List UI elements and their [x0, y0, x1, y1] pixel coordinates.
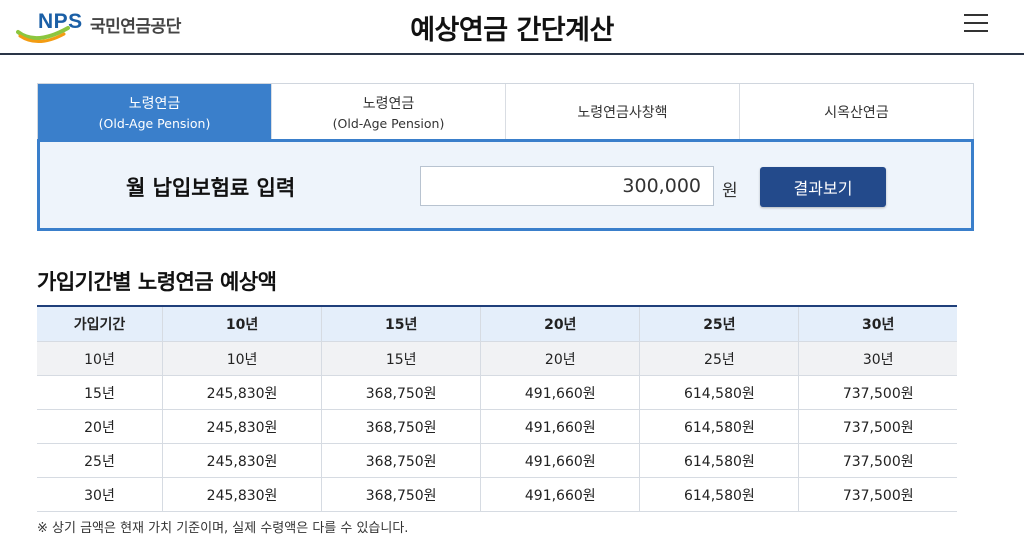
table-row: 25년 245,830원 368,750원 491,660원 614,580원 … [37, 443, 957, 478]
tab-old-age-pension-2[interactable]: 노령연금 (Old-Age Pension) [272, 84, 506, 139]
app-header: NPS 국민연금공단 예상연금 간단계산 [0, 0, 1024, 55]
table-cell: 368,750원 [321, 443, 482, 478]
table-cell: 614,580원 [639, 443, 800, 478]
table-cell: 368,750원 [321, 409, 482, 444]
column-header: 15년 [321, 306, 482, 342]
column-header: 가입기간 [37, 306, 163, 342]
footnote: ※ 상기 금액은 현재 가치 기준이며, 실제 수령액은 다를 수 있습니다. [37, 521, 409, 536]
column-header: 10년 [162, 306, 323, 342]
pension-tabs: 노령연금 (Old-Age Pension) 노령연금 (Old-Age Pen… [37, 83, 974, 139]
table-cell: 15년 [37, 375, 163, 410]
table-cell: 737,500원 [798, 409, 957, 444]
table-cell: 491,660원 [480, 375, 641, 410]
logo-text: NPS [38, 10, 83, 33]
table-cell: 30년 [798, 341, 957, 376]
column-header: 20년 [480, 306, 641, 342]
logo-swoosh-icon [16, 26, 70, 43]
premium-input-panel: 월 납입보험료 입력 원 결과보기 [37, 139, 974, 231]
column-header: 25년 [639, 306, 800, 342]
table-cell: 368,750원 [321, 375, 482, 410]
table-cell: 25년 [639, 341, 800, 376]
table-cell: 737,500원 [798, 443, 957, 478]
view-result-button[interactable]: 결과보기 [760, 167, 886, 207]
table-cell: 245,830원 [162, 477, 323, 512]
section-title: 가입기간별 노령연금 예상액 [37, 270, 277, 294]
table-row: 30년 245,830원 368,750원 491,660원 614,580원 … [37, 477, 957, 512]
table-cell: 10년 [162, 341, 323, 376]
table-cell: 491,660원 [480, 443, 641, 478]
tab-sublabel: (Old-Age Pension) [332, 115, 445, 131]
tab-old-age-pension-3[interactable]: 노령연금사창핵 [506, 84, 740, 139]
table-cell: 15년 [321, 341, 482, 376]
currency-unit: 원 [722, 181, 738, 201]
table-cell: 245,830원 [162, 375, 323, 410]
table-cell: 737,500원 [798, 477, 957, 512]
table-cell: 30년 [37, 477, 163, 512]
table-cell: 614,580원 [639, 375, 800, 410]
table-row: 20년 245,830원 368,750원 491,660원 614,580원 … [37, 409, 957, 444]
premium-input-label: 월 납입보험료 입력 [126, 176, 296, 200]
table-cell: 245,830원 [162, 443, 323, 478]
org-name: 국민연금공단 [90, 17, 181, 37]
table-cell: 614,580원 [639, 409, 800, 444]
table-cell: 10년 [37, 341, 163, 376]
table-row: 15년 245,830원 368,750원 491,660원 614,580원 … [37, 375, 957, 410]
table-cell: 614,580원 [639, 477, 800, 512]
table-subheader-row: 10년 10년 15년 20년 25년 30년 [37, 341, 957, 376]
hamburger-menu-icon[interactable] [964, 14, 988, 34]
table-cell: 20년 [37, 409, 163, 444]
pension-estimate-table: 가입기간 10년 15년 20년 25년 30년 10년 10년 15년 20년… [37, 305, 957, 512]
tab-sublabel: (Old-Age Pension) [98, 115, 211, 131]
nps-logo[interactable]: NPS 국민연금공단 [16, 6, 216, 46]
table-cell: 491,660원 [480, 477, 641, 512]
table-header-row: 가입기간 10년 15년 20년 25년 30년 [37, 306, 957, 342]
table-cell: 20년 [480, 341, 641, 376]
tab-label: 노령연금 [128, 95, 181, 112]
table-cell: 491,660원 [480, 409, 641, 444]
premium-amount-input[interactable] [420, 166, 714, 206]
table-cell: 368,750원 [321, 477, 482, 512]
tab-label: 노령연금 [362, 95, 415, 112]
tab-old-age-pension[interactable]: 노령연금 (Old-Age Pension) [38, 84, 272, 139]
table-cell: 25년 [37, 443, 163, 478]
column-header: 30년 [798, 306, 957, 342]
table-cell: 737,500원 [798, 375, 957, 410]
table-cell: 245,830원 [162, 409, 323, 444]
tab-label: 노령연금사창핵 [577, 104, 668, 121]
tab-pension-4[interactable]: 시옥산연금 [740, 84, 973, 139]
page-title: 예상연금 간단계산 [410, 15, 614, 46]
tab-label: 시옥산연금 [824, 104, 889, 121]
